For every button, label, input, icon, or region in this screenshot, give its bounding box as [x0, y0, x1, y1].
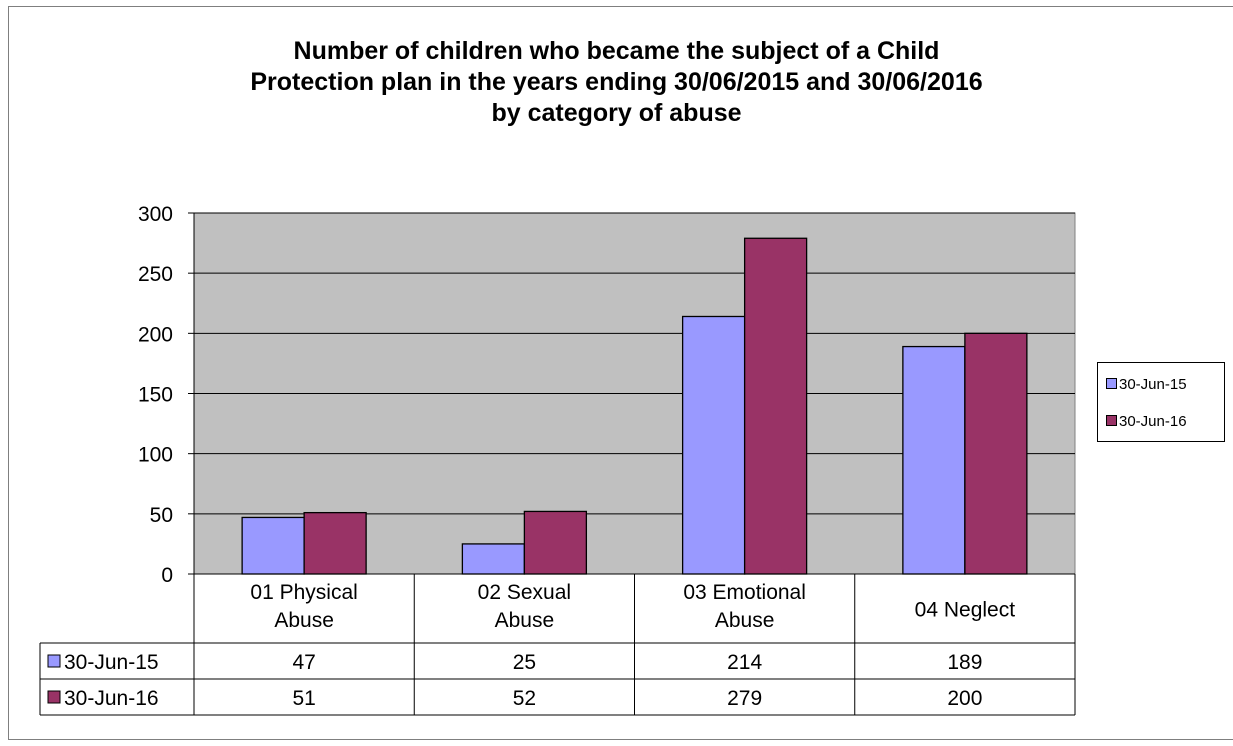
legend-item-series-2: 30-Jun-16 [1106, 413, 1187, 431]
legend: 30-Jun-15 30-Jun-16 [1097, 362, 1225, 442]
bar-series-1-cat-2 [461, 543, 526, 575]
x-tick-label-3-line-2: Abuse [715, 609, 775, 632]
y-tick-label-50: 50 [150, 504, 173, 527]
y-tick-label-200: 200 [138, 323, 173, 346]
bar-series-2-cat-4 [964, 332, 1028, 575]
bar-series-2-cat-3 [743, 237, 808, 575]
data-label-series-2-cat-1: 51 [292, 687, 315, 710]
table-series-label-2: 30-Jun-16 [64, 687, 159, 710]
data-label-series-1-cat-2: 25 [513, 651, 536, 674]
table-series-label-1: 30-Jun-15 [64, 651, 159, 674]
legend-item-series-1: 30-Jun-15 [1106, 376, 1187, 394]
x-tick-label-1-line-2: Abuse [274, 609, 334, 632]
data-label-series-2-cat-2: 52 [513, 687, 536, 710]
data-label-series-2-cat-4: 200 [947, 687, 982, 710]
x-tick-label-2-line-1: 02 Sexual [478, 581, 571, 604]
data-label-series-1-cat-1: 47 [292, 651, 315, 674]
x-tick-label-3-line-1: 03 Emotional [683, 581, 806, 604]
y-tick-label-0: 0 [161, 564, 173, 587]
x-tick-label-4-line-1: 04 Neglect [915, 599, 1016, 622]
bar-series-1-cat-1 [241, 516, 305, 575]
table-legend-key-series-1 [47, 654, 61, 668]
y-tick-label-100: 100 [138, 444, 173, 467]
legend-label-series-2: 30-Jun-16 [1119, 413, 1187, 430]
bar-series-1-cat-4 [902, 345, 966, 575]
y-tick-label-150: 150 [138, 384, 173, 407]
bar-series-2-cat-2 [523, 510, 588, 575]
legend-label-series-1: 30-Jun-15 [1119, 376, 1187, 393]
y-tick-label-250: 250 [138, 263, 173, 286]
chart-title-line-1: Number of children who became the subjec… [293, 37, 940, 65]
chart-title-line-2: Protection plan in the years ending 30/0… [250, 68, 983, 96]
data-label-series-1-cat-4: 189 [947, 651, 982, 674]
x-tick-label-2-line-2: Abuse [495, 609, 555, 632]
data-label-series-2-cat-3: 279 [727, 687, 762, 710]
chart-title-line-3: by category of abuse [491, 99, 742, 127]
bar-series-2-cat-1 [303, 511, 367, 575]
bar-series-1-cat-3 [681, 315, 746, 575]
y-tick-label-300: 300 [138, 203, 173, 226]
x-tick-label-1-line-1: 01 Physical [250, 581, 357, 604]
chart-title: Number of children who became the subjec… [0, 36, 1233, 129]
data-label-series-1-cat-3: 214 [727, 651, 762, 674]
legend-swatch-series-2 [1106, 415, 1117, 426]
table-legend-key-series-2 [47, 690, 61, 704]
legend-swatch-series-1 [1106, 378, 1117, 389]
